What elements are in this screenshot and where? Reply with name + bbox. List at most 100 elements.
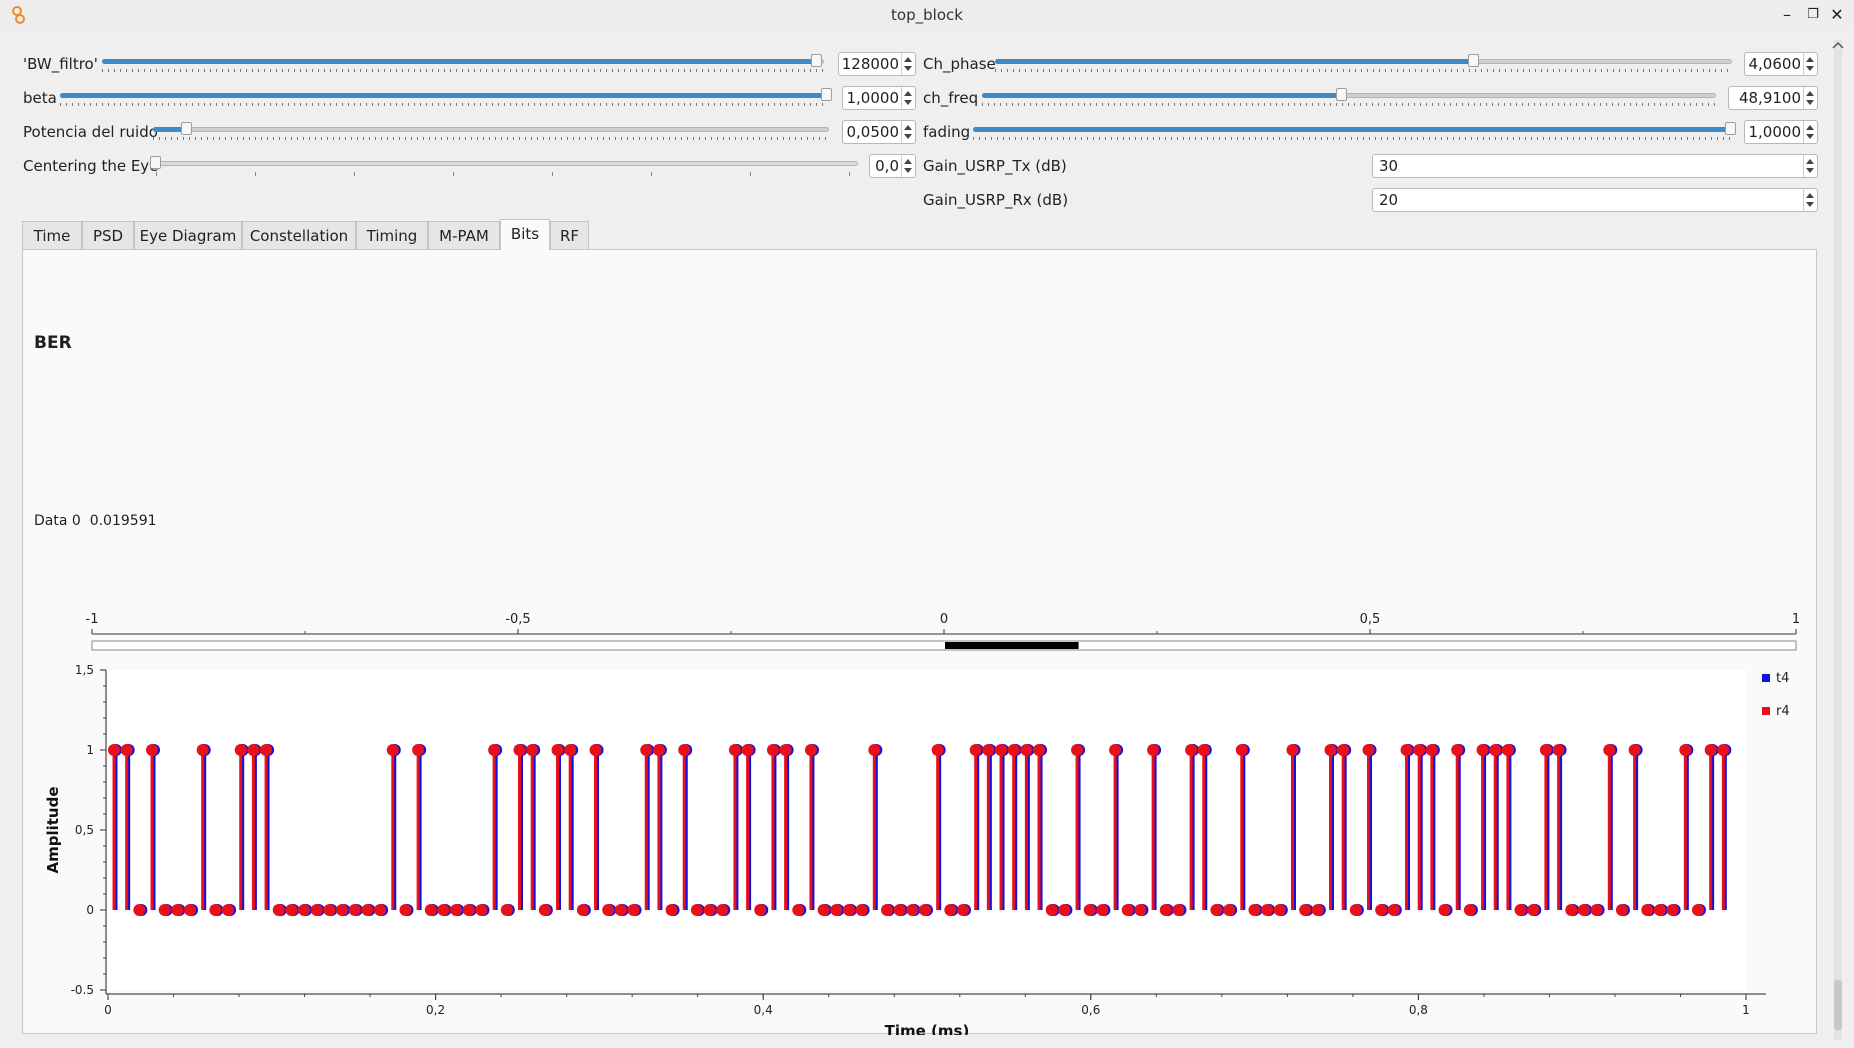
tab-bits[interactable]: Bits xyxy=(500,219,550,250)
r4-point xyxy=(1666,904,1679,916)
r4-point xyxy=(576,904,589,916)
r4-point xyxy=(526,744,539,756)
spin-down-icon[interactable] xyxy=(904,66,912,71)
ber-x-tick-label: 0 xyxy=(940,612,948,627)
spin-up-icon[interactable] xyxy=(1806,57,1814,62)
maximize-icon[interactable]: ❐ xyxy=(1807,7,1819,22)
beta-slider[interactable] xyxy=(60,87,832,109)
r4-point xyxy=(1248,904,1261,916)
spin-down-icon[interactable] xyxy=(1806,134,1814,139)
spin-down-icon[interactable] xyxy=(904,100,912,105)
r4-point xyxy=(1172,904,1185,916)
r4-point xyxy=(1425,744,1438,756)
ch-freq-spinbox[interactable]: 48,9100 xyxy=(1728,86,1818,110)
minimize-icon[interactable]: – xyxy=(1783,5,1791,24)
r4-point xyxy=(855,904,868,916)
spin-down-icon[interactable] xyxy=(1806,100,1814,105)
fading-label: fading xyxy=(923,123,971,141)
ber-data-value: 0.019591 xyxy=(89,513,157,529)
potencia-label: Potencia del ruido xyxy=(23,123,158,141)
r4-point xyxy=(995,744,1008,756)
r4-point xyxy=(222,904,235,916)
spin-up-icon[interactable] xyxy=(904,91,912,96)
r4-point xyxy=(538,904,551,916)
r4-point xyxy=(146,744,159,756)
r4-point xyxy=(310,904,323,916)
r4-point xyxy=(184,904,197,916)
tab-constellation[interactable]: Constellation xyxy=(242,221,356,249)
r4-point xyxy=(1007,744,1020,756)
legend-swatch-r4 xyxy=(1762,707,1770,715)
spin-down-icon[interactable] xyxy=(1806,168,1814,173)
r4-point xyxy=(462,904,475,916)
fading-value: 1,0000 xyxy=(1748,123,1802,141)
y-tick-label: -0.5 xyxy=(71,983,94,997)
spin-up-icon[interactable] xyxy=(904,159,912,164)
tab-eye-diagram[interactable]: Eye Diagram xyxy=(134,221,242,249)
r4-point xyxy=(1362,744,1375,756)
spin-down-icon[interactable] xyxy=(904,168,912,173)
r4-point xyxy=(678,744,691,756)
r4-point xyxy=(1489,744,1502,756)
r4-point xyxy=(1261,904,1274,916)
gain-tx-value: 30 xyxy=(1379,157,1399,175)
potencia-spinbox[interactable]: 0,0500 xyxy=(842,120,916,144)
r4-point xyxy=(893,904,906,916)
centering-slider[interactable] xyxy=(150,155,858,177)
r4-point xyxy=(1653,904,1666,916)
ber-title: BER xyxy=(34,333,72,353)
spin-down-icon[interactable] xyxy=(1806,66,1814,71)
r4-point xyxy=(906,904,919,916)
r4-point xyxy=(1337,744,1350,756)
fading-spinbox[interactable]: 1,0000 xyxy=(1744,120,1818,144)
spin-up-icon[interactable] xyxy=(904,125,912,130)
x-tick-label: 0,4 xyxy=(754,1003,773,1017)
centering-spinbox[interactable]: 0,0 xyxy=(869,154,916,178)
r4-point xyxy=(272,904,285,916)
potencia-slider[interactable] xyxy=(153,121,829,143)
spin-up-icon[interactable] xyxy=(904,57,912,62)
close-icon[interactable]: ✕ xyxy=(1830,5,1844,24)
spin-up-icon[interactable] xyxy=(1806,193,1814,198)
vertical-scrollbar[interactable] xyxy=(1828,40,1848,1040)
fading-slider[interactable] xyxy=(973,121,1736,143)
ber-data-readout: Data 0 0.019591 xyxy=(34,513,157,529)
beta-spinbox[interactable]: 1,0000 xyxy=(842,86,916,110)
r4-point xyxy=(1565,904,1578,916)
gnuradio-app-icon xyxy=(10,5,28,25)
spin-down-icon[interactable] xyxy=(904,134,912,139)
tab-time[interactable]: Time xyxy=(22,221,82,249)
r4-point xyxy=(1210,904,1223,916)
x-tick-label: 0,8 xyxy=(1409,1003,1428,1017)
r4-point xyxy=(1387,904,1400,916)
r4-point xyxy=(1299,904,1312,916)
r4-point xyxy=(1223,904,1236,916)
bw-filtro-slider[interactable] xyxy=(102,53,824,75)
gain-rx-spinbox[interactable]: 20 xyxy=(1372,188,1818,212)
r4-point xyxy=(133,904,146,916)
tab-rf[interactable]: RF xyxy=(550,221,589,249)
tab-timing[interactable]: Timing xyxy=(356,221,428,249)
spin-up-icon[interactable] xyxy=(1806,125,1814,130)
gain-tx-spinbox[interactable]: 30 xyxy=(1372,154,1818,178)
r4-point xyxy=(1438,904,1451,916)
r4-point xyxy=(1109,744,1122,756)
y-tick-label: 1 xyxy=(86,743,94,757)
x-axis-label: Time (ms) xyxy=(885,1022,970,1035)
tab-m-pam[interactable]: M-PAM xyxy=(428,221,500,249)
tab-psd[interactable]: PSD xyxy=(82,221,134,249)
gain-rx-value: 20 xyxy=(1379,191,1399,209)
ch-phase-spinbox[interactable]: 4,0600 xyxy=(1744,52,1818,76)
ch-freq-slider[interactable] xyxy=(982,87,1716,109)
legend-label-r4: r4 xyxy=(1776,704,1790,719)
spin-up-icon[interactable] xyxy=(1806,159,1814,164)
r4-point xyxy=(1476,744,1489,756)
ch-phase-slider[interactable] xyxy=(995,53,1732,75)
r4-point xyxy=(260,744,273,756)
bits-stem-chart: 1,5 1 0,5 0 -0.5 0 0,2 0,4 0,6 0,8 1 Amplitude Time … xyxy=(44,663,1790,1035)
r4-point xyxy=(1045,904,1058,916)
spin-up-icon[interactable] xyxy=(1806,91,1814,96)
bw-filtro-spinbox[interactable]: 128000 xyxy=(838,52,916,76)
spin-down-icon[interactable] xyxy=(1806,202,1814,207)
ch-freq-value: 48,9100 xyxy=(1738,89,1801,107)
